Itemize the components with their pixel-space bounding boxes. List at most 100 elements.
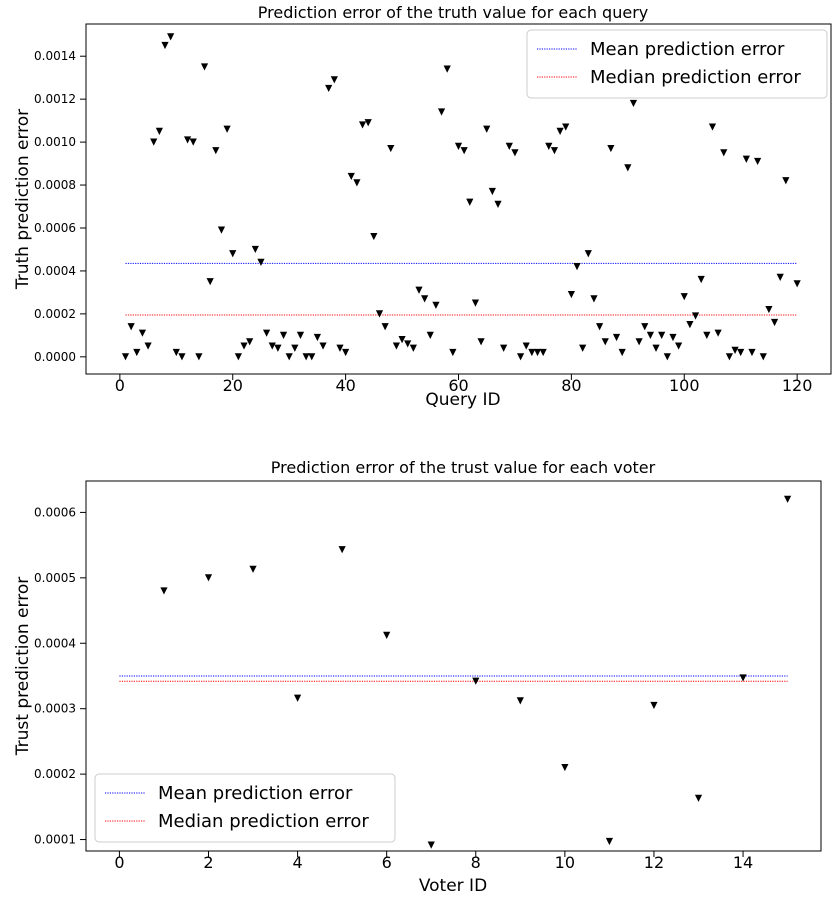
data-point bbox=[601, 338, 609, 346]
legend: Mean prediction error Median prediction … bbox=[526, 29, 828, 99]
data-point bbox=[694, 794, 703, 802]
chart-title: Prediction error of the truth value for … bbox=[258, 3, 648, 22]
data-point bbox=[313, 333, 322, 342]
data-point bbox=[319, 342, 327, 350]
data-point bbox=[739, 674, 747, 682]
data-point bbox=[635, 338, 643, 346]
y-tick-label: 0.0003 bbox=[34, 702, 76, 716]
data-point bbox=[522, 342, 530, 350]
data-point bbox=[584, 250, 592, 258]
data-point bbox=[200, 63, 209, 71]
data-point bbox=[725, 353, 734, 361]
data-point bbox=[133, 348, 141, 357]
x-tick-label: 6 bbox=[382, 853, 392, 872]
data-point bbox=[155, 127, 163, 135]
chart-title: Prediction error of the trust value for … bbox=[271, 458, 656, 477]
data-point bbox=[121, 353, 130, 361]
x-axis-label: Query ID bbox=[425, 390, 500, 410]
data-point bbox=[217, 226, 226, 234]
data-point bbox=[364, 119, 372, 127]
plot-area-frame bbox=[85, 480, 822, 852]
data-point bbox=[167, 33, 175, 41]
data-point bbox=[409, 344, 417, 352]
data-point bbox=[240, 342, 248, 350]
data-point bbox=[263, 329, 271, 337]
x-axis-label: Voter ID bbox=[419, 876, 487, 896]
data-point bbox=[550, 147, 559, 155]
data-point bbox=[646, 331, 654, 339]
data-point bbox=[650, 701, 658, 710]
data-point bbox=[528, 348, 536, 357]
x-tick-label: 14 bbox=[733, 853, 753, 872]
data-points bbox=[121, 33, 801, 361]
y-axis-label: Truth prediction error bbox=[13, 109, 33, 290]
data-point bbox=[427, 841, 435, 849]
data-point bbox=[234, 353, 242, 361]
data-point bbox=[257, 258, 265, 266]
data-point bbox=[516, 353, 525, 361]
data-point bbox=[370, 232, 378, 241]
data-point bbox=[223, 125, 231, 133]
trust-error-chart: Prediction error of the trust value for … bbox=[13, 458, 822, 896]
reference-lines bbox=[125, 262, 798, 316]
data-point bbox=[612, 333, 621, 342]
data-point bbox=[624, 164, 632, 172]
data-point bbox=[381, 323, 389, 331]
data-point bbox=[500, 344, 508, 352]
x-tick-label: 0 bbox=[114, 853, 124, 872]
x-tick-label: 4 bbox=[292, 853, 302, 872]
legend-box bbox=[526, 29, 828, 99]
data-point bbox=[579, 344, 587, 352]
legend-label-median: Median prediction error bbox=[158, 811, 369, 832]
data-point bbox=[246, 338, 254, 346]
y-tick-label: 0.0002 bbox=[34, 307, 76, 321]
y-tick-label: 0.0005 bbox=[34, 571, 76, 585]
data-point bbox=[161, 41, 169, 50]
data-point bbox=[353, 179, 361, 187]
data-point bbox=[765, 305, 773, 314]
data-point bbox=[573, 263, 581, 271]
y-axis-ticks: 0.0001 0.0002 0.0003 0.0004 0.0005 0.0006 bbox=[34, 505, 86, 847]
data-point bbox=[737, 348, 745, 357]
data-point bbox=[437, 108, 446, 116]
data-point bbox=[759, 353, 767, 361]
legend-box bbox=[94, 773, 396, 843]
data-point bbox=[697, 275, 705, 284]
data-point bbox=[488, 187, 496, 196]
data-point bbox=[793, 280, 801, 288]
legend-label-median: Median prediction error bbox=[590, 67, 801, 88]
data-point bbox=[421, 295, 429, 303]
x-tick-label: 8 bbox=[471, 853, 481, 872]
data-point bbox=[545, 142, 553, 150]
data-point bbox=[562, 123, 570, 131]
data-point bbox=[511, 149, 519, 157]
data-point bbox=[138, 329, 147, 337]
data-point bbox=[338, 546, 346, 554]
y-tick-label: 0.0004 bbox=[34, 636, 76, 650]
data-point bbox=[680, 293, 688, 301]
y-tick-label: 0.0006 bbox=[34, 505, 76, 519]
y-tick-label: 0.0012 bbox=[34, 92, 76, 106]
data-point bbox=[652, 344, 660, 352]
data-point bbox=[178, 353, 186, 361]
data-point bbox=[533, 348, 542, 357]
y-tick-label: 0.0001 bbox=[34, 833, 76, 847]
data-point bbox=[336, 344, 344, 352]
data-point bbox=[443, 65, 451, 73]
data-point bbox=[375, 310, 384, 318]
y-axis-ticks: 0.0000 0.0002 0.0004 0.0006 0.0008 0.0010 0.00… bbox=[34, 49, 86, 364]
y-tick-label: 0.0010 bbox=[34, 135, 76, 149]
data-point bbox=[539, 348, 547, 357]
legend-label-mean: Mean prediction error bbox=[158, 783, 353, 804]
data-point bbox=[691, 312, 700, 320]
data-point bbox=[714, 329, 722, 337]
data-point bbox=[561, 763, 569, 772]
data-point bbox=[330, 76, 338, 84]
data-point bbox=[454, 142, 463, 150]
x-tick-label: 100 bbox=[669, 376, 700, 395]
data-point bbox=[483, 125, 491, 133]
data-point bbox=[477, 338, 485, 346]
data-point bbox=[172, 348, 180, 357]
data-point bbox=[607, 144, 615, 153]
